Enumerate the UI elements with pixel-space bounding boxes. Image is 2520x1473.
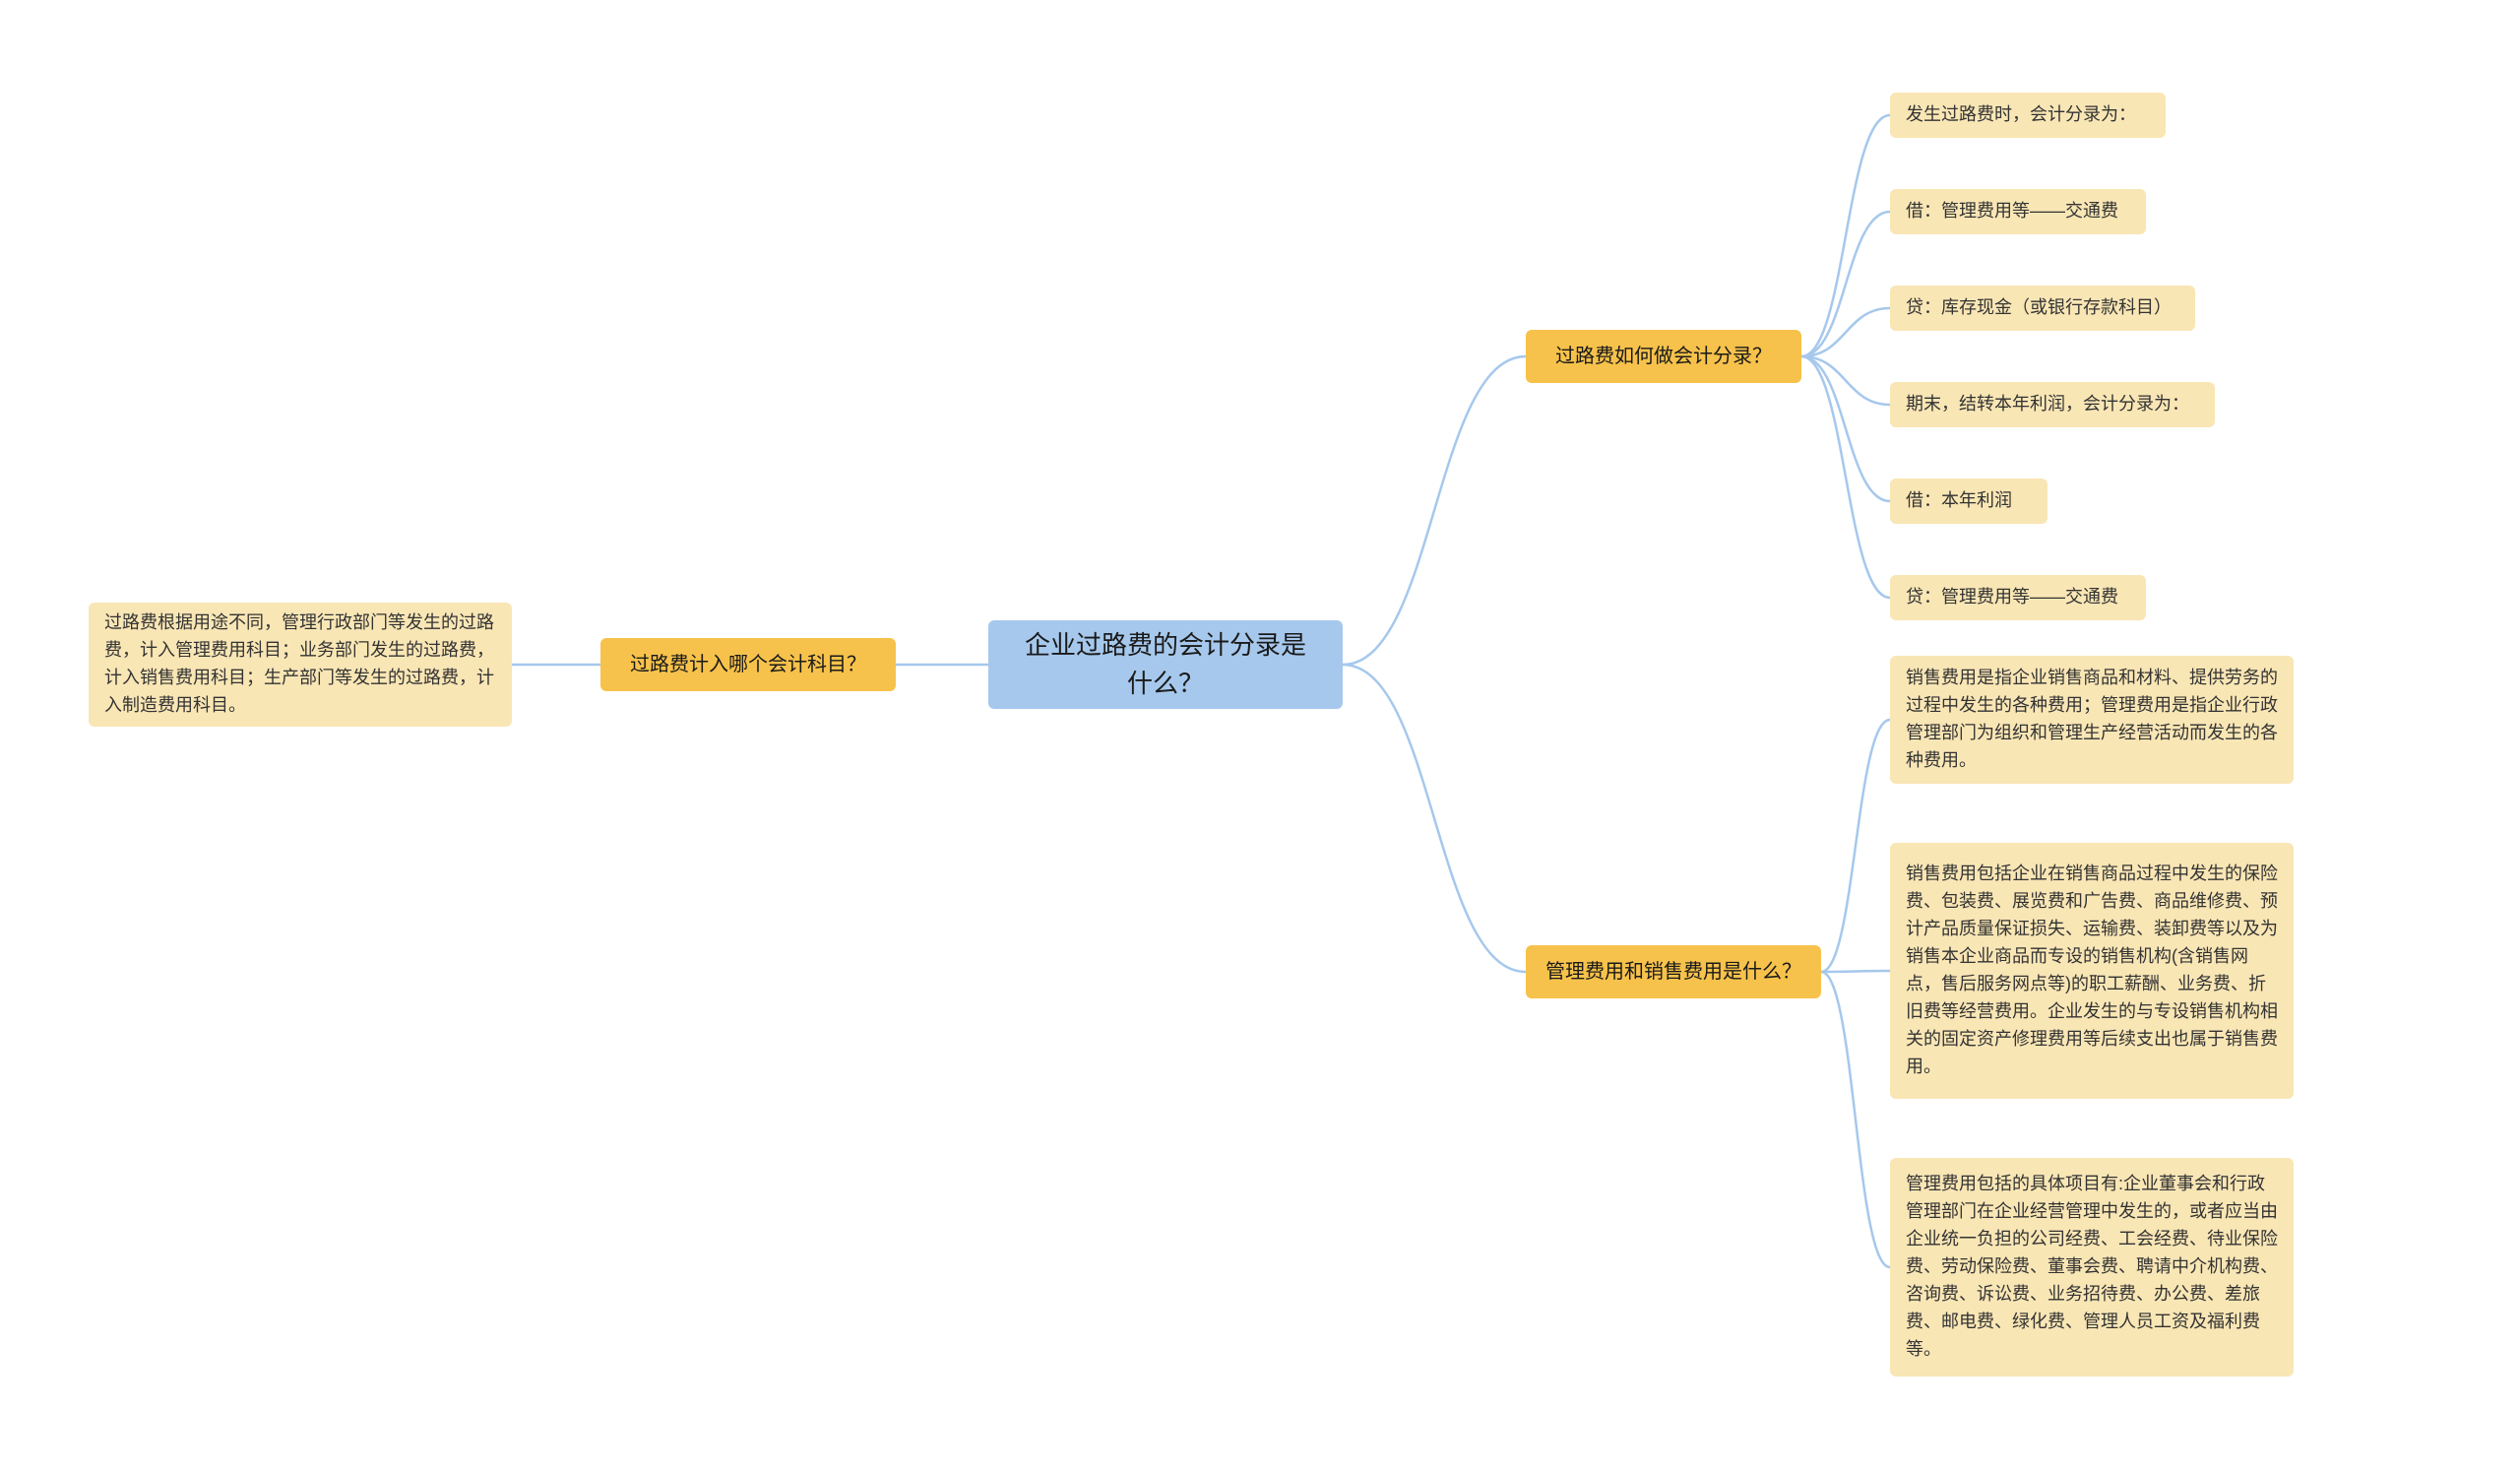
right0-leaf-5: 贷：管理费用等——交通费 <box>1890 575 2146 620</box>
right-branch-0: 过路费如何做会计分录？ <box>1526 330 1801 383</box>
right0-leaf-4: 借：本年利润 <box>1890 479 2048 524</box>
left-leaf-0: 过路费根据用途不同，管理行政部门等发生的过路费，计入管理费用科目；业务部门发生的… <box>89 603 512 727</box>
right0-leaf-3: 期末，结转本年利润，会计分录为： <box>1890 382 2215 427</box>
left-branch: 过路费计入哪个会计科目？ <box>600 638 896 691</box>
right0-leaf-1: 借：管理费用等——交通费 <box>1890 189 2146 234</box>
right1-leaf-1: 销售费用包括企业在销售商品过程中发生的保险费、包装费、展览费和广告费、商品维修费… <box>1890 843 2294 1099</box>
right0-leaf-0: 发生过路费时，会计分录为： <box>1890 93 2166 138</box>
root-node: 企业过路费的会计分录是什么？ <box>988 620 1343 709</box>
right1-leaf-0: 销售费用是指企业销售商品和材料、提供劳务的过程中发生的各种费用；管理费用是指企业… <box>1890 656 2294 784</box>
right0-leaf-2: 贷：库存现金（或银行存款科目） <box>1890 286 2195 331</box>
right-branch-1: 管理费用和销售费用是什么？ <box>1526 945 1821 998</box>
right1-leaf-2: 管理费用包括的具体项目有:企业董事会和行政管理部门在企业经营管理中发生的，或者应… <box>1890 1158 2294 1377</box>
